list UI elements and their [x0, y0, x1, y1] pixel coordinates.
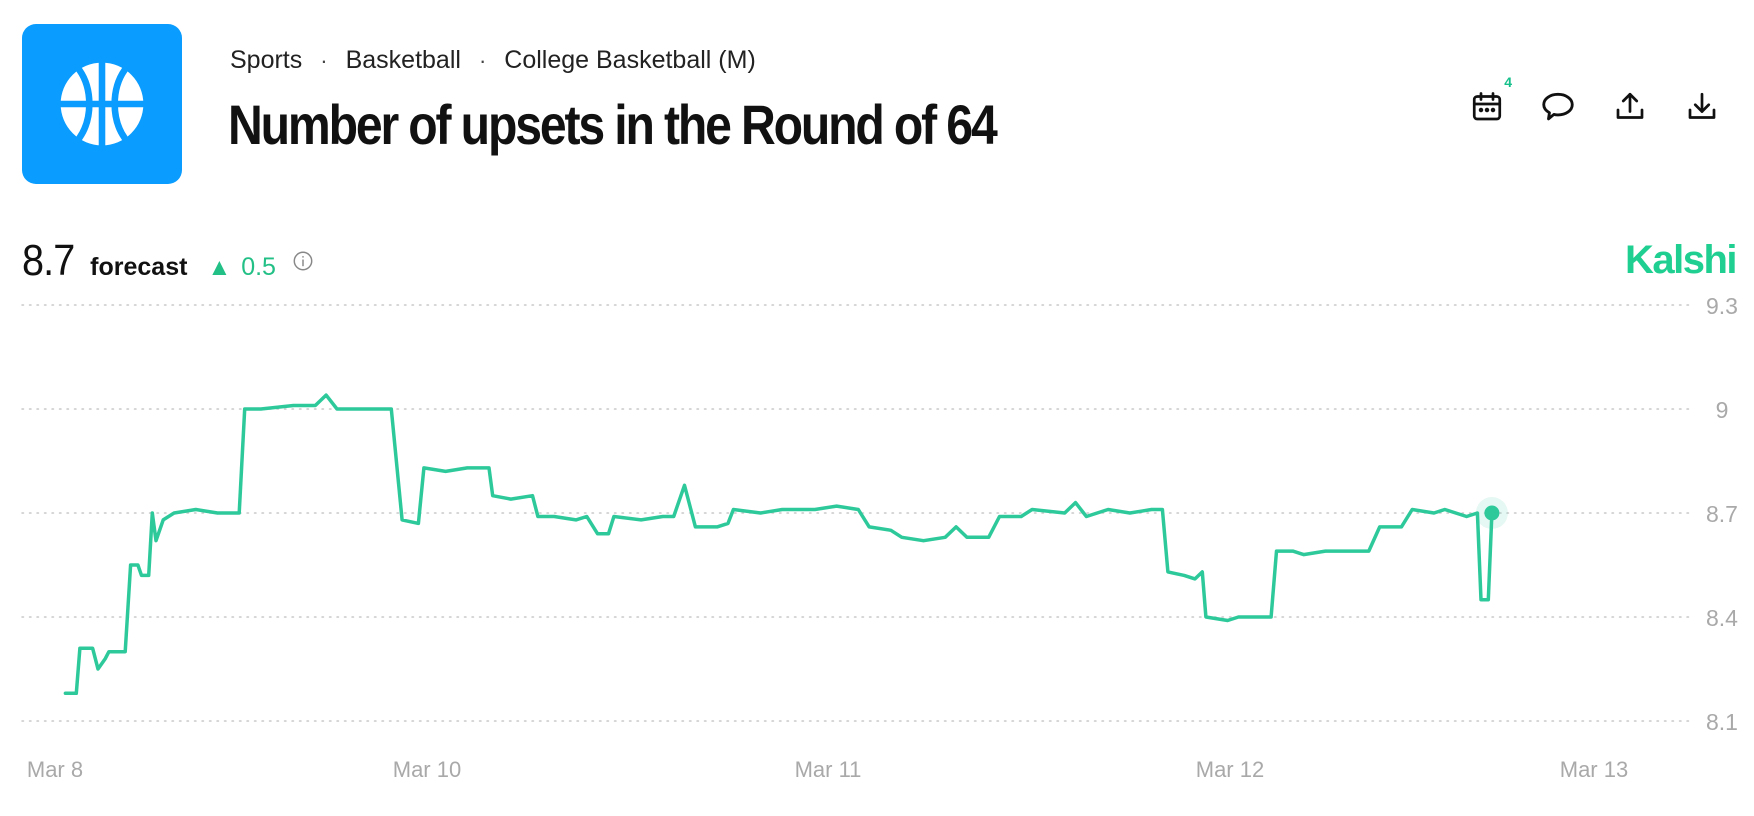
breadcrumb-college-basketball[interactable]: College Basketball (M)	[504, 46, 756, 74]
x-tick-label: Mar 8	[27, 757, 83, 782]
calendar-button[interactable]: 4	[1462, 74, 1512, 132]
breadcrumb: Sports · Basketball · College Basketball…	[230, 46, 756, 75]
y-tick-label: 9	[1716, 397, 1729, 423]
comment-icon	[1542, 92, 1574, 121]
page-title: Number of upsets in the Round of 64	[228, 93, 998, 156]
breadcrumb-separator: ·	[320, 47, 328, 73]
breadcrumb-basketball[interactable]: Basketball	[345, 46, 461, 74]
calendar-badge: 4	[1504, 74, 1512, 90]
breadcrumb-sports[interactable]: Sports	[230, 46, 303, 74]
last-point-marker	[1484, 505, 1500, 521]
x-tick-label: Mar 10	[393, 757, 461, 782]
category-logo	[22, 24, 182, 184]
kalshi-logo: Kalshi	[1624, 238, 1738, 282]
info-icon[interactable]	[292, 250, 314, 272]
comment-button[interactable]	[1533, 82, 1583, 132]
forecast-label: forecast	[90, 253, 188, 281]
y-tick-label: 8.4	[1706, 605, 1738, 631]
x-tick-label: Mar 11	[795, 757, 862, 782]
calendar-icon	[1472, 92, 1502, 121]
y-tick-label: 8.7	[1706, 501, 1738, 527]
download-icon	[1688, 92, 1716, 119]
share-icon	[1616, 92, 1644, 119]
toolbar: 4	[0, 74, 1754, 132]
series-line	[63, 393, 1494, 696]
y-tick-label: 9.3	[1706, 293, 1738, 319]
x-tick-label: Mar 13	[1560, 757, 1628, 782]
change-up-icon: ▲	[207, 254, 232, 281]
download-button[interactable]	[1677, 82, 1727, 132]
breadcrumb-separator: ·	[478, 47, 487, 73]
forecast-summary: 8.7 forecast ▲ 0.5	[22, 236, 314, 286]
forecast-change: 0.5	[241, 253, 276, 281]
x-tick-label: Mar 12	[1196, 757, 1264, 782]
share-button[interactable]	[1605, 82, 1655, 132]
y-tick-label: 8.1	[1706, 709, 1738, 735]
forecast-value: 8.7	[22, 236, 75, 285]
basketball-icon	[57, 59, 147, 149]
